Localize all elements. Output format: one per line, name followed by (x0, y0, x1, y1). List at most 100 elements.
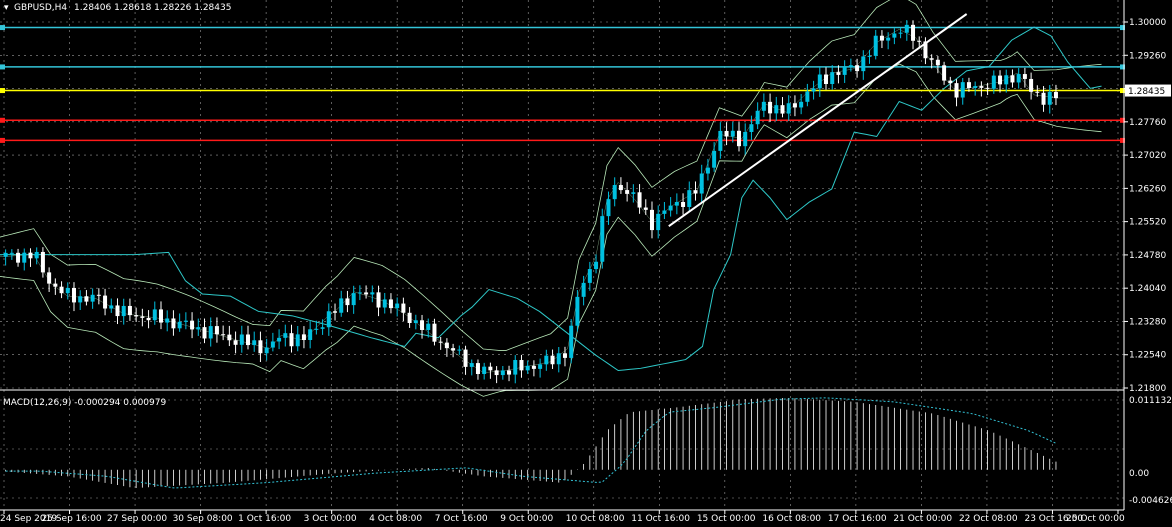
candle-body (1035, 91, 1040, 93)
candle-body (208, 326, 213, 339)
candle-body (457, 349, 462, 351)
candle-body (749, 124, 754, 132)
candle-body (227, 334, 232, 341)
candle-body (531, 365, 536, 369)
candle-body (395, 303, 400, 309)
level-anchor-handle[interactable] (0, 25, 5, 31)
horizontal-levels[interactable] (0, 25, 1125, 143)
time-axis-label: 17 Oct 16:00 (828, 514, 887, 524)
candle-body (103, 295, 108, 309)
candle-body (127, 305, 132, 316)
candle-body (351, 293, 356, 306)
candle-body (407, 312, 412, 323)
level-anchor-handle[interactable] (0, 137, 5, 143)
candle-body (438, 341, 443, 343)
time-axis-label: 21 Oct 00:00 (893, 514, 952, 524)
candle-body (687, 190, 692, 207)
candle-body (115, 305, 120, 317)
macd-histogram (5, 397, 1057, 489)
candle-body (469, 363, 474, 367)
candle-body (935, 59, 940, 66)
candle-body (637, 192, 642, 208)
level-anchor-handle[interactable] (1120, 117, 1125, 123)
level-anchor-handle[interactable] (1120, 25, 1125, 31)
candle-body (600, 216, 605, 262)
trendline-segment[interactable] (668, 13, 968, 227)
candle-body (382, 299, 387, 308)
candle-body (183, 320, 188, 322)
moving-average (0, 26, 1102, 372)
candle-body (998, 75, 1003, 85)
candle-body (942, 65, 947, 81)
candle-body (556, 353, 561, 365)
candle-body (985, 87, 990, 89)
candle-body (258, 340, 263, 354)
candle-body (867, 55, 872, 57)
candle-body (513, 360, 518, 375)
candle-body (904, 24, 909, 33)
candle-body (388, 299, 393, 309)
candle-body (482, 366, 487, 375)
level-anchor-handle[interactable] (0, 117, 5, 123)
candle-body (979, 86, 984, 88)
candle-body (824, 74, 829, 85)
candle-body (743, 131, 748, 147)
candle-body (71, 287, 76, 303)
macd-axis-label: -0.004626 (1129, 496, 1172, 506)
candle-body (451, 348, 456, 351)
candle-body (873, 35, 878, 56)
candle-body (196, 327, 201, 330)
candle-body (426, 323, 431, 330)
candle-body (656, 213, 661, 231)
candle-body (724, 130, 729, 137)
candle-body (562, 353, 567, 358)
level-anchor-handle[interactable] (0, 88, 5, 94)
candle-body (1016, 74, 1021, 83)
candle-body (594, 261, 599, 270)
candle-body (774, 105, 779, 114)
candle-body (799, 101, 804, 108)
trendline[interactable] (668, 13, 968, 227)
level-anchor-handle[interactable] (1120, 64, 1125, 70)
candle-body (158, 309, 163, 323)
time-axis-label: 25 Sep 16:00 (42, 514, 102, 524)
candle-body (668, 205, 673, 211)
candle-body (357, 292, 362, 294)
candle-body (488, 366, 493, 371)
level-anchor-handle[interactable] (1120, 137, 1125, 143)
time-axis-label: 7 Oct 16:00 (435, 514, 488, 524)
candle-body (221, 334, 226, 336)
candle-body (494, 370, 499, 376)
time-axis-label: 9 Oct 00:00 (500, 514, 553, 524)
candle-body (339, 298, 344, 313)
level-anchor-handle[interactable] (1120, 88, 1125, 94)
candle-body (587, 269, 592, 283)
candle-body (1053, 91, 1058, 99)
candle-body (898, 32, 903, 34)
price-axis[interactable]: 1.30000 1.29260 1.28435 1.27760 1.27020 1.262… (1124, 18, 1171, 394)
candle-body (22, 252, 27, 263)
price-axis-label: 1.29260 (1129, 51, 1166, 61)
candle-body (59, 286, 64, 294)
candle-body (190, 320, 195, 330)
candle-body (1029, 78, 1034, 92)
time-axis-label: 15 Oct 00:00 (697, 514, 756, 524)
candle-body (289, 333, 294, 347)
candle-body (929, 58, 934, 60)
time-axis-label: 3 Oct 00:00 (304, 514, 357, 524)
candle-body (625, 190, 630, 194)
candle-body (805, 91, 810, 102)
candle-body (146, 317, 151, 321)
candle-body (283, 333, 288, 338)
candle-body (401, 303, 406, 313)
symbol-timeframe: GBPUSD,H4 (14, 3, 67, 13)
candle-body (165, 318, 170, 323)
candle-body (917, 40, 922, 42)
chart-header-menu-icon[interactable]: ▾ (4, 3, 9, 13)
bollinger-bands (0, 0, 1102, 397)
level-anchor-handle[interactable] (0, 64, 5, 70)
time-axis-label: 4 Oct 08:00 (369, 514, 422, 524)
candle-body (53, 283, 58, 287)
